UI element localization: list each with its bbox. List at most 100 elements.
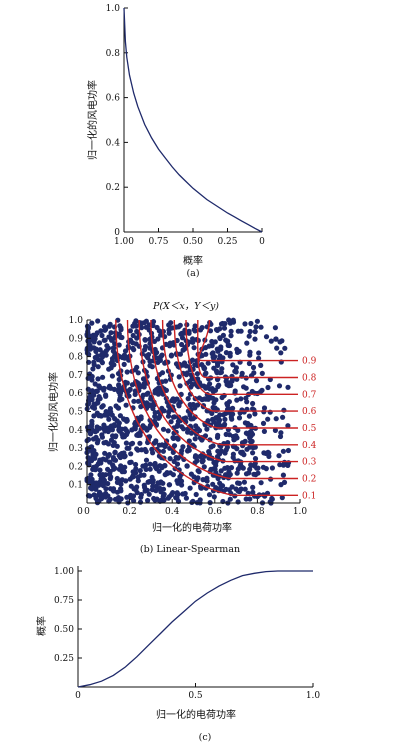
chart-b-point (278, 350, 284, 356)
chart-b-point (183, 372, 189, 378)
chart-c-caption: (c) (199, 732, 212, 743)
chart-b-point (227, 353, 233, 359)
chart-b-point (97, 472, 103, 478)
chart-b-point (222, 416, 228, 422)
chart-b-point (86, 395, 92, 401)
chart-b-contour-line (138, 319, 298, 463)
chart-b-point (93, 495, 99, 501)
chart-b-point (124, 494, 130, 500)
chart-b-point (285, 423, 291, 429)
chart-b-point (109, 373, 115, 379)
chart-b-point (256, 350, 262, 356)
chart-b-point (105, 441, 111, 447)
chart-b-point (188, 402, 194, 408)
chart-b-point (187, 378, 193, 384)
chart-b-point (177, 474, 183, 480)
chart-b-xlabel: 归一化的电荷功率 (152, 521, 232, 534)
chart-a-line (123, 7, 263, 233)
chart-b-point (97, 467, 103, 473)
chart-b-point (137, 468, 143, 474)
chart-b-point (85, 401, 91, 408)
chart-b-point (247, 466, 253, 472)
chart-b-point (182, 490, 188, 497)
chart-b-point (225, 440, 231, 446)
chart-b-point (247, 444, 253, 450)
chart-b-point (252, 390, 258, 396)
chart-b-point (118, 486, 124, 492)
chart-b-ytick-label: 0.1 (69, 481, 83, 491)
chart-b-point (202, 371, 208, 377)
chart-b-point (150, 319, 157, 325)
chart-b-point (208, 466, 214, 472)
chart-b-point (163, 387, 169, 393)
chart-b-point (278, 430, 284, 436)
chart-b-contour-label: 0.1 (302, 491, 316, 501)
chart-b-point (103, 494, 109, 500)
chart-b-point (146, 478, 153, 485)
chart-b-point (129, 440, 136, 446)
chart-b-point (246, 333, 252, 339)
chart-b-point (217, 370, 223, 376)
chart-b-point (143, 448, 149, 455)
chart-b-point (142, 343, 149, 350)
chart-b-point (280, 414, 286, 420)
chart-b-point (147, 358, 153, 364)
chart-b-point (206, 492, 213, 498)
chart-b-point (102, 327, 108, 333)
chart-b-point (223, 350, 229, 356)
chart-b-point (235, 499, 241, 505)
chart-b-point (170, 490, 176, 496)
chart-b-point (243, 385, 249, 391)
chart-b-point (152, 413, 158, 420)
chart-b-point (121, 450, 127, 456)
chart-b-point (213, 459, 219, 465)
chart-b-point (89, 377, 95, 383)
chart-b-point (233, 365, 239, 371)
chart-b-point (118, 496, 124, 502)
chart-b-point (274, 345, 280, 351)
chart-b-point (150, 322, 156, 329)
chart-b-point (281, 479, 288, 485)
chart-b-point (248, 320, 254, 327)
chart-b-point (196, 427, 203, 434)
chart-b-point (280, 448, 286, 454)
chart-b-point (111, 423, 117, 429)
chart-b-point (204, 385, 210, 391)
chart-b-point (107, 471, 113, 477)
chart-b-point (254, 318, 260, 324)
chart-b-point (88, 472, 94, 478)
chart-b-point (236, 415, 243, 421)
chart-a-xtick-label: 0.25 (217, 237, 237, 247)
chart-b-point (211, 494, 217, 500)
chart-b-point (196, 469, 202, 475)
chart-b-point (217, 480, 223, 486)
chart-b-point (160, 448, 166, 454)
chart-b-point (124, 429, 131, 435)
chart-b-point (229, 373, 235, 379)
chart-b-point (285, 384, 291, 390)
chart-b-point (280, 472, 286, 478)
chart-b-point (227, 496, 233, 502)
chart-b-point (95, 364, 101, 370)
chart-b-point (269, 465, 275, 471)
chart-b-point (216, 417, 222, 424)
chart-b-point (133, 470, 139, 476)
chart-b-point (166, 327, 172, 333)
chart-b-point (222, 465, 228, 471)
chart-b-ytick-label: 0.6 (69, 389, 84, 399)
chart-b-contours: 0.9 0.8 0.7 0.6 0.5 0.4 0.3 0.2 0.1 (115, 319, 317, 501)
chart-b-point (102, 450, 108, 456)
chart-b-point (234, 446, 240, 452)
chart-b-point (253, 378, 260, 384)
chart-b-point (138, 491, 144, 498)
chart-c-ytick-label: 1.00 (54, 567, 74, 577)
chart-b-point (226, 383, 232, 389)
chart-b-point (135, 370, 141, 376)
chart-b-point (123, 440, 129, 446)
chart-b-point (279, 495, 285, 501)
chart-b-point (265, 416, 271, 422)
chart-b-point (91, 339, 97, 345)
chart-b-point (101, 387, 107, 393)
chart-b-point (193, 453, 199, 459)
chart-c-ylabel: 概率 (35, 616, 48, 636)
